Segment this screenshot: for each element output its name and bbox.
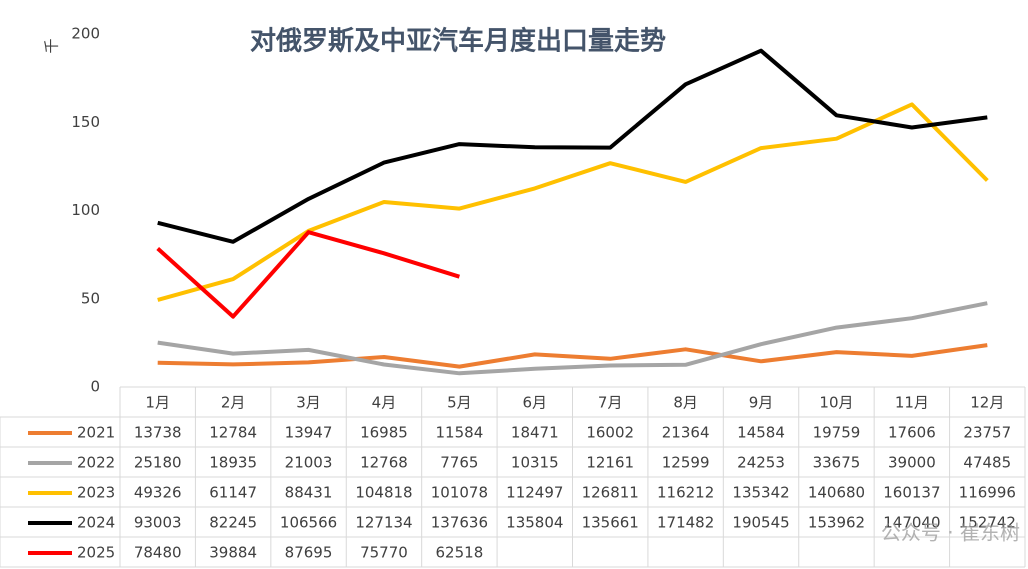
y-tick-label: 50 xyxy=(81,289,100,307)
table-cell: 10315 xyxy=(511,454,559,472)
table-cell: 19759 xyxy=(813,424,861,442)
y-axis-label: 千 xyxy=(43,38,61,53)
table-cell: 135342 xyxy=(732,484,789,502)
table-cell: 75770 xyxy=(360,544,408,562)
table-cell: 13947 xyxy=(285,424,333,442)
table-cell: 112497 xyxy=(506,484,563,502)
series-line xyxy=(157,301,988,376)
table-cell: 140680 xyxy=(808,484,865,502)
x-tick-label: 8月 xyxy=(673,394,698,412)
table-cell: 160137 xyxy=(883,484,940,502)
table-cell: 7765 xyxy=(440,454,478,472)
series-line xyxy=(157,343,988,369)
table-cell: 14584 xyxy=(737,424,785,442)
table-cell: 11584 xyxy=(436,424,484,442)
x-tick-label: 9月 xyxy=(749,394,774,412)
y-tick-label: 200 xyxy=(71,25,100,43)
table-cell: 18935 xyxy=(209,454,257,472)
x-tick-label: 7月 xyxy=(598,394,623,412)
table-cell: 24253 xyxy=(737,454,785,472)
table-cell: 116212 xyxy=(657,484,714,502)
table-cell: 21003 xyxy=(285,454,333,472)
table-cell: 12161 xyxy=(586,454,634,472)
table-cell: 116996 xyxy=(959,484,1016,502)
table-cell: 13738 xyxy=(134,424,182,442)
x-tick-label: 5月 xyxy=(447,394,472,412)
x-tick-label: 1月 xyxy=(145,394,170,412)
x-tick-label: 6月 xyxy=(523,394,548,412)
y-tick-label: 100 xyxy=(71,201,100,219)
series-line xyxy=(157,102,989,302)
legend-label: 2025 xyxy=(77,544,115,562)
legend-label: 2022 xyxy=(77,454,115,472)
table-cell: 61147 xyxy=(209,484,257,502)
table-cell: 16002 xyxy=(586,424,634,442)
table-cell: 17606 xyxy=(888,424,936,442)
table-cell: 62518 xyxy=(436,544,484,562)
table-cell: 137636 xyxy=(431,514,488,532)
legend-label: 2024 xyxy=(77,514,115,532)
table-cell: 88431 xyxy=(285,484,333,502)
table-cell: 12768 xyxy=(360,454,408,472)
x-tick-label: 3月 xyxy=(296,394,321,412)
table-cell: 87695 xyxy=(285,544,333,562)
table-cell: 190545 xyxy=(732,514,789,532)
table-cell: 171482 xyxy=(657,514,714,532)
table-cell: 12599 xyxy=(662,454,710,472)
y-tick-label: 0 xyxy=(90,378,100,396)
table-cell: 126811 xyxy=(582,484,639,502)
chart-title: 对俄罗斯及中亚汽车月度出口量走势 xyxy=(250,26,666,57)
x-tick-label: 11月 xyxy=(895,394,929,412)
table-cell: 104818 xyxy=(355,484,412,502)
table-cell: 127134 xyxy=(355,514,412,532)
table-cell: 147040 xyxy=(883,514,940,532)
table-cell: 25180 xyxy=(134,454,182,472)
table-cell: 39000 xyxy=(888,454,936,472)
watermark: 公众号 · 崔东树 xyxy=(881,521,1020,545)
y-tick-label: 150 xyxy=(71,113,100,131)
table-cell: 16985 xyxy=(360,424,408,442)
table-cell: 12784 xyxy=(209,424,257,442)
table-cell: 152742 xyxy=(959,514,1016,532)
table-cell: 101078 xyxy=(431,484,488,502)
x-tick-label: 12月 xyxy=(970,394,1004,412)
table-cell: 135804 xyxy=(506,514,563,532)
table-cell: 93003 xyxy=(134,514,182,532)
legend-label: 2021 xyxy=(77,424,115,442)
x-tick-label: 4月 xyxy=(372,394,397,412)
table-cell: 49326 xyxy=(134,484,182,502)
table-cell: 47485 xyxy=(963,454,1011,472)
table-cell: 78480 xyxy=(134,544,182,562)
table-cell: 33675 xyxy=(813,454,861,472)
legend-label: 2023 xyxy=(77,484,115,502)
table-cell: 18471 xyxy=(511,424,559,442)
x-tick-label: 2月 xyxy=(221,394,246,412)
series-line xyxy=(156,230,460,319)
table-cell: 39884 xyxy=(209,544,257,562)
table-cell: 153962 xyxy=(808,514,865,532)
table-cell: 106566 xyxy=(280,514,337,532)
table-cell: 23757 xyxy=(963,424,1011,442)
table-cell: 82245 xyxy=(209,514,257,532)
table-cell: 21364 xyxy=(662,424,710,442)
table-cell: 135661 xyxy=(582,514,639,532)
x-tick-label: 10月 xyxy=(819,394,853,412)
series-line xyxy=(157,48,988,244)
